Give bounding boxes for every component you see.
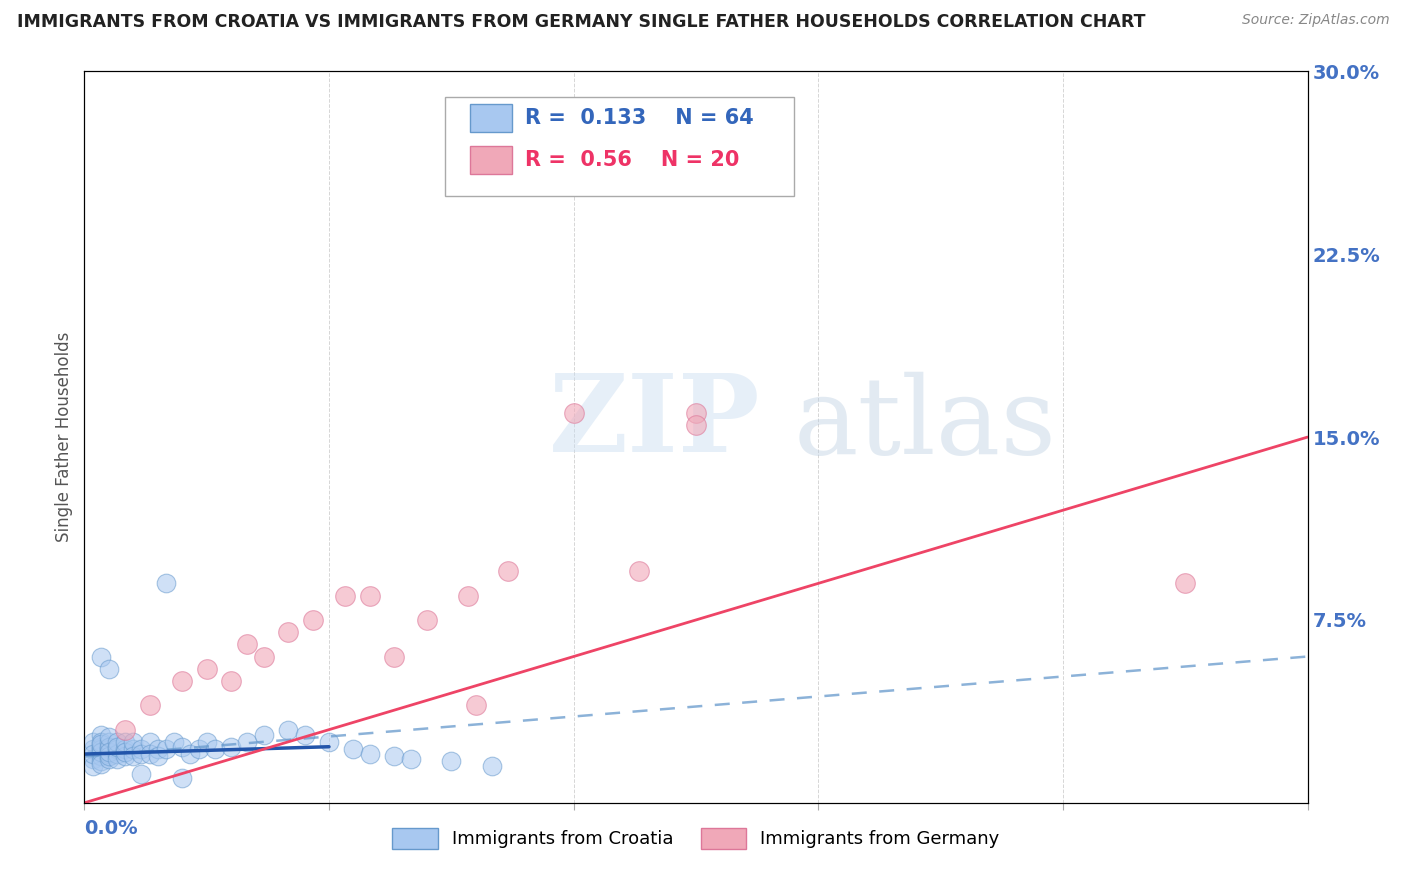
Point (481, 150, 503, 164)
Point (204, 742, 226, 756)
Point (114, 749, 136, 764)
Point (105, 739, 128, 754)
Point (318, 735, 340, 749)
Point (97, 742, 120, 756)
Point (90, 737, 112, 751)
Point (146, 742, 169, 756)
Point (114, 742, 136, 756)
Point (236, 735, 259, 749)
Point (105, 747, 128, 761)
Point (195, 735, 218, 749)
Point (219, 739, 242, 754)
Point (114, 745, 136, 759)
Point (359, 589, 381, 603)
Point (440, 755, 463, 769)
Point (105, 735, 128, 749)
Point (138, 698, 160, 713)
Point (301, 613, 323, 627)
Point (82, 759, 104, 773)
Point (90, 739, 112, 754)
Point (90, 756, 112, 771)
Point (131, 766, 153, 780)
Point (90, 649, 112, 664)
Point (155, 576, 177, 591)
Point (685, 417, 707, 432)
Point (97, 735, 120, 749)
FancyBboxPatch shape (446, 97, 794, 195)
Y-axis label: Single Father Households: Single Father Households (55, 332, 73, 542)
Point (155, 742, 177, 756)
Text: IMMIGRANTS FROM CROATIA VS IMMIGRANTS FROM GERMANY SINGLE FATHER HOUSEHOLDS CORR: IMMIGRANTS FROM CROATIA VS IMMIGRANTS FR… (17, 13, 1146, 31)
Point (105, 752, 128, 766)
Point (138, 735, 160, 749)
Point (195, 662, 218, 676)
Point (277, 723, 299, 737)
Point (627, 564, 650, 578)
Point (416, 613, 439, 627)
Text: R =  0.133    N = 64: R = 0.133 N = 64 (524, 108, 754, 128)
Point (382, 749, 405, 764)
Text: 0.0%: 0.0% (84, 819, 138, 838)
Point (90, 727, 112, 741)
Point (498, 564, 520, 578)
Point (97, 747, 120, 761)
Point (1174, 576, 1197, 591)
Point (97, 662, 120, 676)
FancyBboxPatch shape (470, 104, 513, 132)
Text: Source: ZipAtlas.com: Source: ZipAtlas.com (1241, 13, 1389, 28)
Point (131, 747, 153, 761)
Point (97, 739, 120, 754)
Point (457, 589, 479, 603)
FancyBboxPatch shape (470, 146, 513, 174)
Point (187, 742, 209, 756)
Point (90, 745, 112, 759)
Point (97, 752, 120, 766)
Point (335, 589, 357, 603)
Point (253, 727, 276, 741)
Point (131, 742, 153, 756)
Point (685, 406, 707, 420)
Point (90, 749, 112, 764)
Point (172, 772, 194, 786)
Point (114, 723, 136, 737)
Text: ZIP: ZIP (550, 369, 761, 475)
Point (97, 730, 120, 744)
Point (122, 742, 145, 756)
Point (382, 649, 405, 664)
Point (90, 755, 112, 769)
Point (219, 673, 242, 688)
Point (359, 747, 381, 761)
Point (399, 752, 422, 766)
Point (82, 752, 104, 766)
Point (146, 749, 169, 764)
Point (294, 727, 316, 741)
Point (179, 747, 201, 761)
Point (97, 745, 120, 759)
Point (172, 673, 194, 688)
Point (97, 749, 120, 764)
Point (82, 735, 104, 749)
Point (105, 742, 128, 756)
Point (122, 749, 145, 764)
Point (464, 698, 486, 713)
Point (90, 735, 112, 749)
Point (82, 742, 104, 756)
Point (122, 735, 145, 749)
Point (562, 406, 585, 420)
Point (163, 735, 186, 749)
Point (172, 739, 194, 754)
Point (114, 735, 136, 749)
Point (82, 747, 104, 761)
Point (277, 625, 299, 640)
Point (342, 742, 364, 756)
Point (253, 649, 276, 664)
Legend: Immigrants from Croatia, Immigrants from Germany: Immigrants from Croatia, Immigrants from… (385, 821, 1007, 856)
Point (481, 759, 503, 773)
Text: R =  0.56    N = 20: R = 0.56 N = 20 (524, 150, 740, 169)
Text: atlas: atlas (794, 371, 1057, 476)
Point (90, 742, 112, 756)
Point (236, 637, 259, 651)
Point (138, 747, 160, 761)
